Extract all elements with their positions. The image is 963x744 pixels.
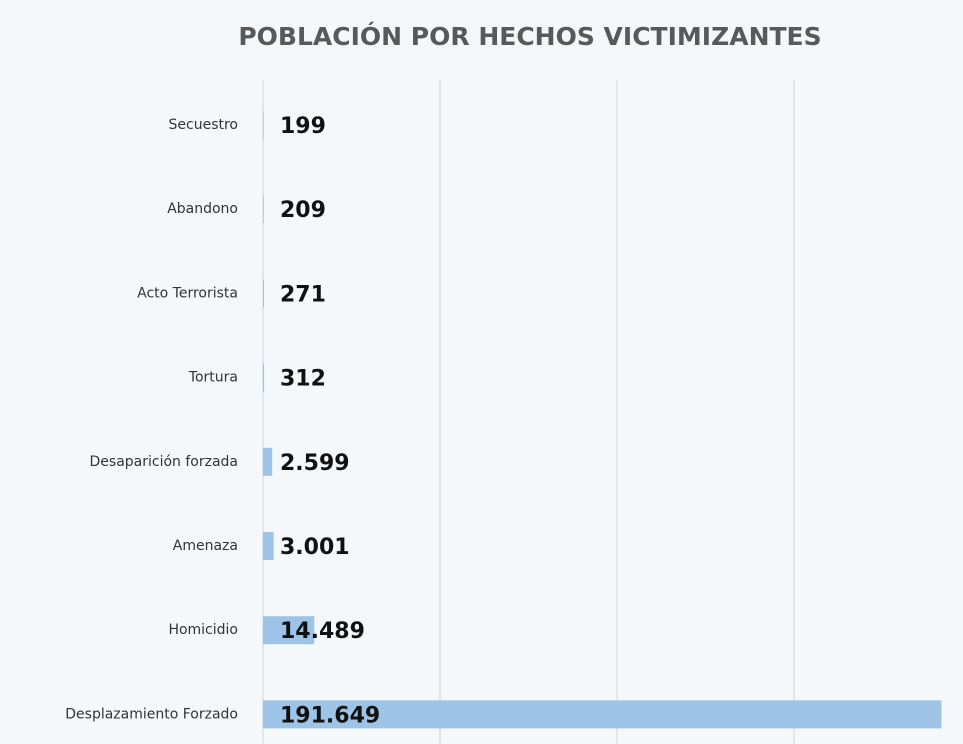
- bar: [263, 195, 264, 224]
- data-label: 2.599: [280, 451, 350, 476]
- category-label: Desaparición forzada: [90, 454, 239, 470]
- category-label: Acto Terrorista: [137, 285, 238, 301]
- data-label: 199: [280, 114, 326, 139]
- bar: [263, 447, 273, 476]
- bar: [263, 616, 315, 645]
- data-label: 209: [280, 198, 326, 223]
- chart-title: POBLACIÓN POR HECHOS VICTIMIZANTES: [238, 21, 821, 51]
- bar: [263, 700, 942, 729]
- category-label: Abandono: [167, 201, 238, 217]
- data-label: 312: [280, 367, 326, 392]
- category-label: Tortura: [188, 370, 238, 386]
- bar: [263, 279, 264, 308]
- bar: [263, 111, 264, 139]
- data-label: 3.001: [280, 535, 350, 560]
- bar: [263, 363, 265, 392]
- data-label: 14.489: [280, 619, 365, 644]
- category-label: Desplazamiento Forzado: [65, 706, 238, 722]
- category-label: Homicidio: [168, 622, 238, 638]
- category-label: Amenaza: [173, 538, 238, 554]
- category-label: Secuestro: [169, 117, 238, 133]
- data-label: 271: [280, 282, 326, 307]
- bar: [263, 532, 274, 560]
- data-label: 191.649: [280, 703, 380, 728]
